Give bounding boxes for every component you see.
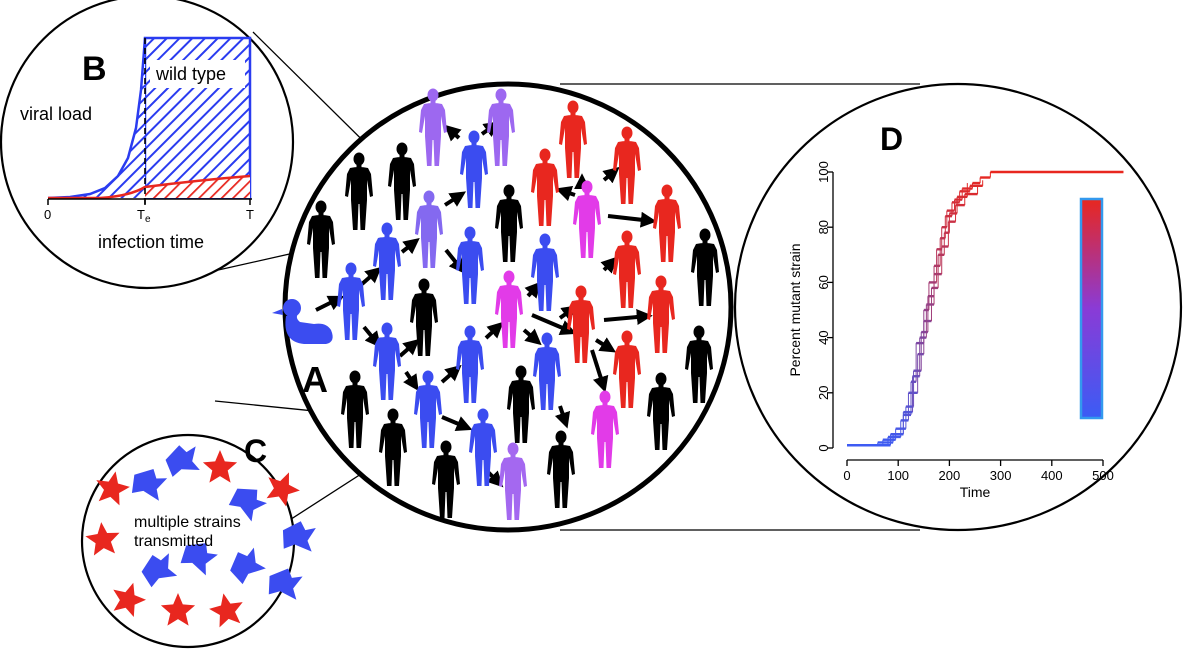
mutant-strain-icon — [202, 450, 238, 483]
x-tick-label: 300 — [990, 468, 1012, 483]
x-tick-label: 200 — [939, 468, 961, 483]
x-tick-label: 0 — [843, 468, 850, 483]
wild-type-growth-curve — [48, 38, 145, 198]
mutant-strain-icon — [96, 471, 130, 506]
strains-caption-line1: multiple strains — [134, 514, 241, 531]
tick-emergence: Te — [137, 207, 151, 225]
y-tick-label: 0 — [816, 444, 831, 451]
viral-load-label: viral load — [20, 104, 92, 124]
wild-type-curve-line — [47, 37, 147, 200]
chart-axes — [832, 172, 1103, 461]
wild-type-strain-icon — [165, 445, 200, 477]
wild-type-strain-icon — [131, 468, 168, 501]
mutant-strain-icon — [85, 522, 120, 556]
wild-type-strain-icon — [141, 553, 178, 588]
y-tick-label: 20 — [816, 386, 831, 400]
y-tick-label: 40 — [816, 330, 831, 344]
panel-b-x-axis — [47, 198, 252, 205]
mutant-percent-chart: 0 100 200 300 400 500 0 20 40 60 80 100 Time Percent … — [787, 161, 1124, 500]
x-axis-label: Time — [960, 484, 991, 500]
wild-type-strain-icon — [230, 547, 266, 585]
strains-caption-line2: transmitted — [134, 533, 213, 550]
infection-time-label: infection time — [98, 232, 204, 252]
panel-a-letter: A — [302, 359, 328, 400]
wild-type-label: wild type — [155, 64, 226, 84]
panel-d: D 0 100 200 300 400 500 0 20 40 60 80 100 Time Percen… — [733, 82, 1183, 532]
panel-b: wild type viral load B 0 Te T infection … — [0, 0, 295, 290]
panel-c-letter: C — [244, 433, 267, 469]
mutant-area — [145, 176, 250, 198]
mutant-strain-icon — [113, 582, 146, 617]
y-tick-label: 80 — [816, 220, 831, 234]
y-axis-label: Percent mutant strain — [787, 243, 803, 376]
tick-start: 0 — [44, 207, 51, 222]
color-scale-bar — [1079, 197, 1104, 420]
transmission-arrows — [315, 121, 657, 488]
series-line — [847, 183, 968, 447]
strain-icons — [85, 445, 316, 628]
x-tick-label: 400 — [1041, 468, 1063, 483]
duck-icon — [272, 299, 333, 344]
panel-a: A — [272, 81, 734, 533]
wild-type-strain-icon — [180, 543, 218, 576]
mutant-curve-line — [48, 174, 251, 200]
wild-type-strain-icon — [282, 521, 316, 552]
panel-d-circle — [733, 82, 1183, 532]
mutant-strain-icon — [209, 593, 243, 628]
wild-type-strain-icon — [268, 568, 303, 600]
y-tick-label: 60 — [816, 275, 831, 289]
panel-b-letter: B — [82, 50, 107, 88]
tick-end: T — [246, 207, 254, 222]
panel-c: C multiple strains transmitted — [80, 433, 316, 649]
x-tick-label: 100 — [887, 468, 909, 483]
x-tick-label: 500 — [1092, 468, 1114, 483]
mutant-strain-icon — [160, 593, 196, 626]
mutant-strain-icon — [266, 472, 300, 507]
panel-d-letter: D — [880, 121, 903, 157]
series-line — [847, 185, 979, 447]
y-tick-label: 100 — [816, 161, 831, 183]
wild-type-label-box — [150, 60, 245, 88]
wild-type-strain-icon — [228, 488, 267, 522]
